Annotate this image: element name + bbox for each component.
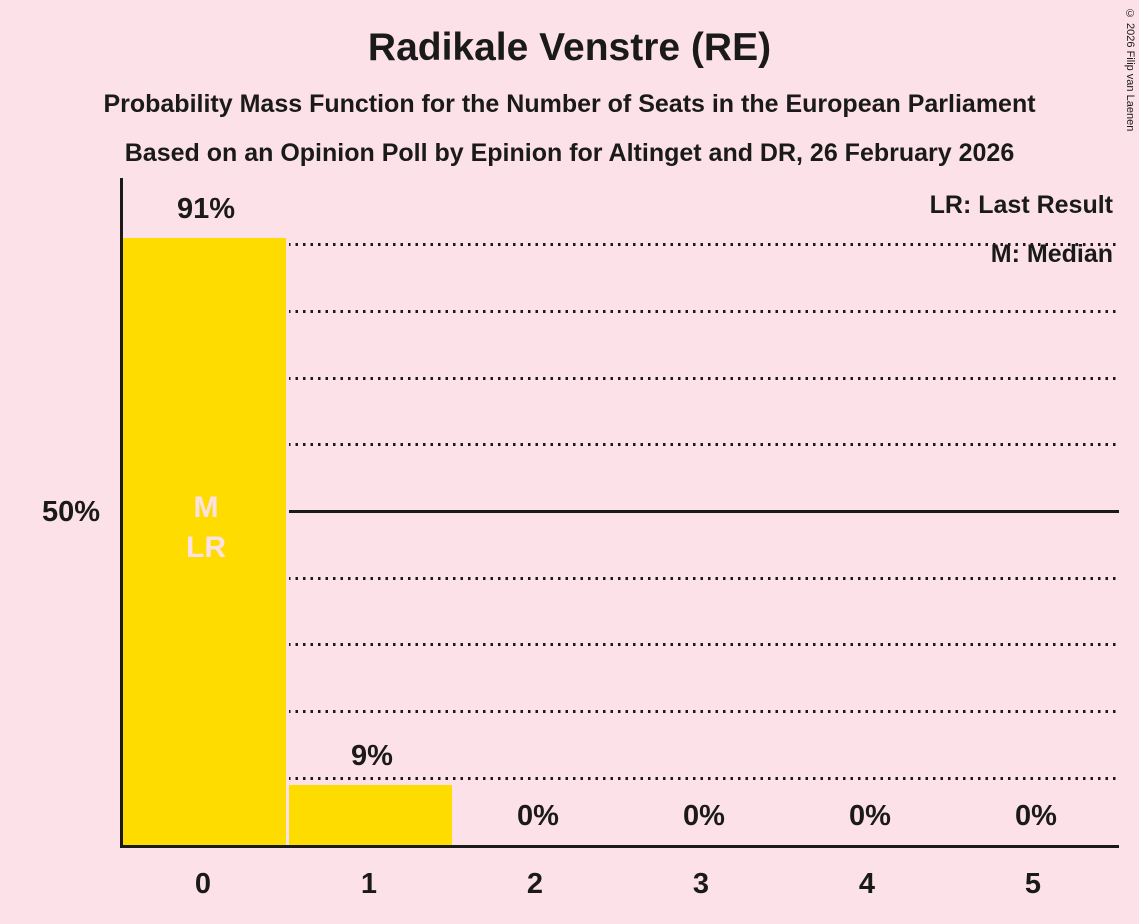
annotation-lr: LR bbox=[186, 531, 226, 565]
bar-value-label-2: 0% bbox=[517, 800, 559, 832]
gridline-80pct bbox=[123, 309, 1119, 313]
chart-subtitle-source: Based on an Opinion Poll by Epinion for … bbox=[124, 139, 1015, 167]
legend: LR: Last Result M: Median bbox=[930, 181, 1113, 279]
x-tick-1: 1 bbox=[360, 868, 378, 900]
gridline-90pct bbox=[123, 243, 1119, 247]
annotation-m: M bbox=[193, 491, 219, 525]
copyright-text: © 2026 Filip van Laenen bbox=[1124, 8, 1136, 132]
gridline-70pct bbox=[123, 376, 1119, 380]
bar-value-label-5: 0% bbox=[1015, 800, 1057, 832]
y-axis-label-50pct: 50% bbox=[41, 496, 100, 528]
x-tick-2: 2 bbox=[526, 868, 544, 900]
bar-value-label-4: 0% bbox=[849, 800, 891, 832]
gridline-10pct bbox=[123, 776, 1119, 780]
plot-area: LR: Last Result M: Median 91% 9% 0% 0% 0% 0% M… bbox=[120, 178, 1119, 848]
gridline-20pct bbox=[123, 710, 1119, 714]
gridline-60pct bbox=[123, 443, 1119, 447]
chart-title: Radikale Venstre (RE) bbox=[367, 26, 772, 69]
gridline-50pct bbox=[123, 510, 1119, 513]
bar-seats-0 bbox=[123, 238, 289, 845]
bar-value-label-1: 9% bbox=[351, 739, 393, 772]
x-tick-5: 5 bbox=[1024, 868, 1042, 900]
gridline-30pct bbox=[123, 643, 1119, 647]
x-axis-labels: 0 1 2 3 4 5 bbox=[120, 864, 1116, 904]
median-last-result-annotation: M LR bbox=[123, 488, 289, 568]
x-tick-3: 3 bbox=[692, 868, 710, 900]
x-tick-0: 0 bbox=[194, 868, 212, 900]
bar-value-label-3: 0% bbox=[683, 800, 725, 832]
legend-last-result: LR: Last Result bbox=[929, 191, 1113, 219]
bar-value-label-0: 91% bbox=[176, 193, 236, 226]
chart-subtitle-poll: Probability Mass Function for the Number… bbox=[103, 90, 1036, 118]
gridline-40pct bbox=[123, 576, 1119, 580]
x-tick-4: 4 bbox=[858, 868, 876, 900]
legend-median: M: Median bbox=[990, 240, 1113, 268]
bar-seats-1 bbox=[289, 784, 455, 845]
